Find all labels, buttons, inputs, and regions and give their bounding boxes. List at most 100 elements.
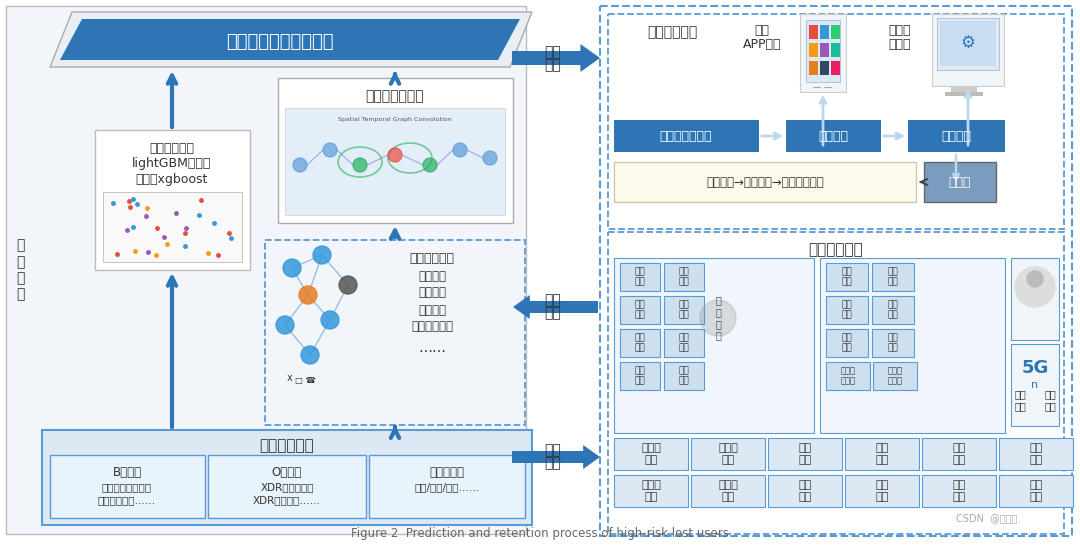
Text: □ ☎: □ ☎ bbox=[295, 376, 315, 384]
Circle shape bbox=[700, 300, 735, 336]
Text: 模型: 模型 bbox=[544, 45, 562, 59]
Bar bbox=[932, 14, 1004, 86]
Bar bbox=[615, 438, 688, 470]
Bar bbox=[768, 438, 842, 470]
Text: — —: — — bbox=[813, 84, 833, 92]
Text: 基础
标签: 基础 标签 bbox=[635, 268, 646, 287]
Bar bbox=[922, 438, 996, 470]
Bar bbox=[872, 329, 914, 357]
Text: 关系
抽取: 关系 抽取 bbox=[1029, 443, 1042, 465]
Text: 家庭
画像: 家庭 画像 bbox=[841, 333, 852, 353]
Text: 情感
识别: 情感 识别 bbox=[953, 443, 966, 465]
Text: 业务系: 业务系 bbox=[889, 23, 912, 37]
Bar bbox=[945, 92, 983, 96]
Bar bbox=[615, 258, 814, 433]
Text: 提供: 提供 bbox=[544, 443, 562, 457]
Text: 模
型
构
建: 模 型 构 建 bbox=[16, 239, 24, 301]
Text: lightGBM、随机: lightGBM、随机 bbox=[133, 157, 212, 170]
Text: 业务
标签: 业务 标签 bbox=[678, 366, 689, 385]
Text: 套餐推荐: 套餐推荐 bbox=[818, 129, 848, 143]
Bar bbox=[940, 21, 996, 66]
Bar bbox=[924, 162, 996, 202]
Bar bbox=[50, 455, 205, 518]
Text: 手机: 手机 bbox=[755, 23, 769, 37]
Text: 图神经
网络: 图神经 网络 bbox=[642, 480, 661, 502]
Bar bbox=[845, 438, 919, 470]
Text: 生成: 生成 bbox=[544, 293, 562, 307]
Circle shape bbox=[353, 158, 367, 172]
Text: 社交关系: 社交关系 bbox=[418, 304, 446, 317]
Bar bbox=[600, 6, 1072, 536]
Text: 数据接入能力: 数据接入能力 bbox=[259, 438, 314, 454]
Bar bbox=[922, 475, 996, 507]
Circle shape bbox=[483, 151, 497, 165]
Text: ⚙: ⚙ bbox=[960, 34, 975, 52]
Text: 森林、xgboost: 森林、xgboost bbox=[136, 174, 208, 187]
FancyArrow shape bbox=[512, 445, 600, 469]
Bar bbox=[1011, 258, 1059, 340]
Text: 语音/图像/文本……: 语音/图像/文本…… bbox=[415, 482, 480, 492]
Bar bbox=[691, 475, 765, 507]
Bar bbox=[951, 86, 977, 94]
Circle shape bbox=[276, 316, 294, 334]
Text: 家居
标签: 家居 标签 bbox=[888, 333, 899, 353]
Text: 位置
标签: 位置 标签 bbox=[888, 300, 899, 320]
Text: 机器
学习: 机器 学习 bbox=[876, 480, 889, 502]
Bar bbox=[691, 438, 765, 470]
Bar bbox=[999, 475, 1074, 507]
Text: 语义
理解: 语义 理解 bbox=[798, 480, 812, 502]
Text: 通话关系: 通话关系 bbox=[418, 270, 446, 282]
Bar bbox=[831, 25, 840, 39]
Text: 轨迹
标签: 轨迹 标签 bbox=[635, 300, 646, 320]
Circle shape bbox=[323, 143, 337, 157]
Bar bbox=[820, 25, 829, 39]
Bar bbox=[265, 240, 525, 425]
Circle shape bbox=[453, 143, 467, 157]
Text: 高危流失用户预测模型: 高危流失用户预测模型 bbox=[226, 33, 334, 51]
FancyArrow shape bbox=[512, 44, 600, 72]
Bar bbox=[831, 61, 840, 75]
Text: 套餐
画像: 套餐 画像 bbox=[1044, 389, 1056, 411]
Bar bbox=[820, 43, 829, 57]
Bar bbox=[826, 296, 868, 324]
Text: 个性化策略匹配: 个性化策略匹配 bbox=[660, 129, 712, 143]
Bar bbox=[620, 263, 660, 291]
Bar bbox=[664, 263, 704, 291]
Bar bbox=[908, 120, 1005, 152]
Text: 文本
生成: 文本 生成 bbox=[953, 480, 966, 502]
Bar bbox=[826, 362, 870, 390]
FancyArrow shape bbox=[513, 295, 598, 319]
Bar bbox=[615, 475, 688, 507]
Bar bbox=[615, 162, 916, 202]
Bar bbox=[620, 329, 660, 357]
Text: Spatial Temporal Graph Convolution: Spatial Temporal Graph Convolution bbox=[338, 117, 451, 122]
Bar bbox=[872, 296, 914, 324]
Text: 地理位置关系: 地理位置关系 bbox=[411, 321, 453, 334]
Text: ……: …… bbox=[418, 341, 446, 355]
Text: 用户感知图谱: 用户感知图谱 bbox=[409, 252, 455, 264]
Text: 图表示
学习: 图表示 学习 bbox=[642, 443, 661, 465]
Text: 用
户
画
像: 用 户 画 像 bbox=[715, 295, 721, 340]
Text: 偏好
标签: 偏好 标签 bbox=[678, 333, 689, 353]
Bar bbox=[873, 362, 917, 390]
Bar bbox=[820, 258, 1005, 433]
Text: 行为
标签: 行为 标签 bbox=[678, 268, 689, 287]
Text: 异网
标签: 异网 标签 bbox=[841, 300, 852, 320]
Bar bbox=[872, 263, 914, 291]
Bar bbox=[615, 120, 759, 152]
Text: 数据: 数据 bbox=[544, 456, 562, 470]
Text: 语音
识别: 语音 识别 bbox=[798, 443, 812, 465]
Bar bbox=[809, 61, 818, 75]
Text: 性格
标签: 性格 标签 bbox=[678, 300, 689, 320]
Text: x: x bbox=[287, 373, 293, 383]
Bar bbox=[768, 475, 842, 507]
Circle shape bbox=[293, 158, 307, 172]
Bar bbox=[6, 6, 526, 534]
Bar bbox=[42, 430, 532, 525]
Bar bbox=[620, 362, 660, 390]
Polygon shape bbox=[50, 12, 532, 67]
Text: 多模态
融合: 多模态 融合 bbox=[718, 480, 738, 502]
Text: 话术库: 话术库 bbox=[948, 175, 971, 188]
Text: 统接口: 统接口 bbox=[889, 38, 912, 50]
Bar bbox=[208, 455, 366, 518]
